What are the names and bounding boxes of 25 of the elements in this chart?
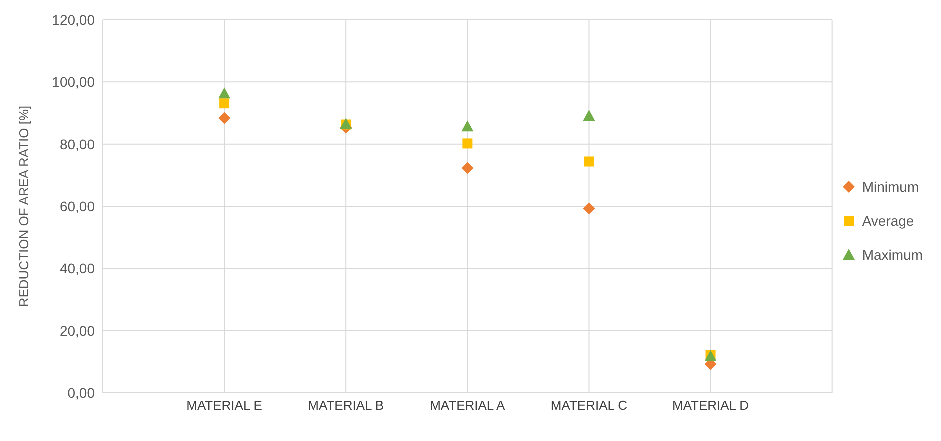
y-tick-label: 80,00 [60, 136, 96, 152]
y-tick-label: 20,00 [60, 322, 96, 339]
legend-label: Minimum [862, 178, 920, 196]
point [583, 110, 596, 122]
legend-label: Average [862, 212, 914, 231]
point [218, 88, 231, 99]
legend-label: Maximum [862, 246, 923, 264]
x-tick-label: MATERIAL E [186, 398, 263, 414]
y-tick-label: 0,00 [68, 384, 96, 401]
y-tick-label: 60,00 [60, 198, 96, 214]
x-tick-label: MATERIAL C [550, 398, 628, 414]
y-tick-label: 120,00 [52, 12, 96, 28]
point [462, 162, 474, 174]
x-tick-label: MATERIAL D [672, 398, 750, 414]
y-tick-label: 40,00 [60, 260, 96, 277]
x-tick-label: MATERIAL A [430, 398, 506, 414]
point [220, 98, 230, 109]
point [218, 112, 231, 124]
y-axis-title: REDUCTION OF AREA RATIO [%] [16, 106, 32, 308]
point [462, 120, 474, 132]
y-tick-label: 100,00 [52, 74, 96, 90]
point [584, 156, 594, 167]
point [462, 138, 473, 149]
point [583, 202, 596, 215]
x-tick-label: MATERIAL B [308, 398, 384, 414]
